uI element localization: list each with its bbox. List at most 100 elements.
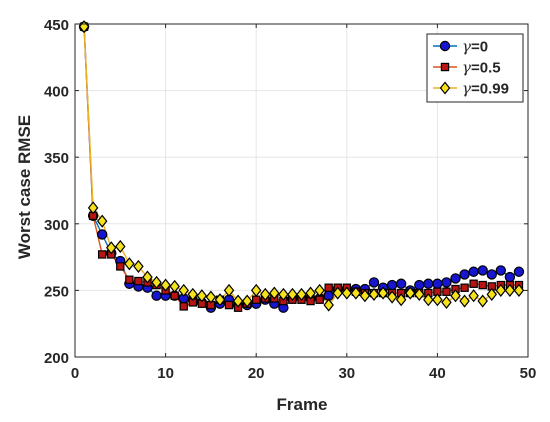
- data-point: [196, 289, 208, 303]
- data-point: [115, 239, 126, 254]
- data-point: [323, 298, 334, 312]
- y-tick-label: 400: [44, 84, 69, 101]
- data-point: [459, 294, 470, 308]
- data-point: [504, 271, 516, 283]
- data-point: [96, 229, 108, 240]
- data-point: [142, 270, 153, 284]
- data-point: [359, 289, 371, 303]
- x-tick-label: 30: [338, 365, 355, 382]
- legend-value: =0: [471, 39, 488, 56]
- data-point: [460, 283, 469, 292]
- legend-marker: [439, 40, 451, 52]
- data-point: [205, 290, 217, 304]
- x-tick-label: 10: [157, 365, 174, 382]
- data-point: [395, 293, 407, 307]
- data-point: [97, 250, 107, 259]
- data-point: [368, 277, 380, 288]
- data-point: [232, 294, 244, 308]
- tick-labels: 0 10 20 30 40 50 200 250 300 350 400 450: [44, 17, 536, 382]
- data-point: [423, 278, 434, 289]
- data-point: [395, 278, 407, 289]
- data-point: [133, 259, 144, 273]
- data-point: [404, 286, 416, 300]
- data-point: [315, 295, 324, 304]
- data-point: [87, 201, 99, 215]
- data-point: [116, 262, 125, 271]
- data-point: [250, 283, 262, 297]
- legend-label: γ=0.99: [462, 80, 509, 98]
- data-point: [468, 266, 479, 277]
- data-point: [105, 241, 117, 255]
- data-point: [386, 279, 398, 291]
- data-point: [477, 265, 488, 276]
- data-point: [504, 283, 516, 297]
- data-point: [450, 273, 461, 284]
- data-point: [495, 265, 507, 276]
- data-point: [377, 286, 389, 300]
- legend-symbol: γ: [462, 38, 471, 56]
- legend-entry-0: γ=0: [433, 38, 488, 56]
- y-axis-label: Worst case RMSE: [15, 115, 34, 259]
- data-point: [260, 287, 271, 301]
- data-point: [441, 295, 452, 309]
- data-point: [278, 287, 289, 301]
- data-point: [178, 283, 189, 297]
- legend-label: γ=0: [462, 38, 488, 56]
- y-tick-label: 350: [44, 150, 69, 167]
- y-tick-label: 450: [44, 17, 69, 34]
- data-point: [252, 295, 261, 304]
- legend: γ=0γ=0.5γ=0.99: [426, 33, 524, 103]
- y-tick-label: 200: [44, 350, 69, 367]
- legend-symbol: γ: [462, 80, 471, 98]
- data-point: [386, 290, 398, 304]
- markers-group: [78, 20, 525, 313]
- data-point: [423, 293, 434, 307]
- data-point: [477, 294, 488, 308]
- legend-marker: [440, 62, 450, 72]
- data-point: [214, 293, 226, 307]
- axes-box: [74, 23, 529, 358]
- data-point: [341, 286, 353, 300]
- data-point: [495, 283, 507, 297]
- data-point: [241, 294, 253, 308]
- data-point: [160, 278, 171, 292]
- data-point: [124, 257, 135, 271]
- legend-symbol: γ: [462, 59, 471, 77]
- x-axis-label: Frame: [276, 395, 327, 414]
- data-point: [151, 290, 162, 301]
- data-point: [170, 291, 179, 300]
- x-tick-label: 20: [248, 365, 265, 382]
- data-point: [459, 269, 470, 280]
- data-point: [442, 287, 451, 296]
- axes: [74, 23, 529, 358]
- data-point: [78, 20, 90, 34]
- data-point: [224, 300, 234, 310]
- legend-value: =0.5: [471, 60, 501, 77]
- data-point: [269, 286, 280, 300]
- data-point: [368, 287, 380, 301]
- data-point: [296, 287, 307, 301]
- data-point: [450, 289, 461, 303]
- legend-value: =0.99: [471, 81, 509, 98]
- x-tick-label: 40: [429, 365, 446, 382]
- data-point: [350, 286, 362, 300]
- data-point: [513, 266, 525, 277]
- legend-entry-1: γ=0.5: [433, 59, 501, 77]
- legend-label: γ=0.5: [462, 59, 501, 77]
- y-tick-label: 250: [44, 283, 69, 300]
- data-point: [486, 287, 498, 301]
- legend-entry-2: γ=0.99: [433, 80, 509, 98]
- data-point: [469, 279, 478, 288]
- data-point: [287, 287, 298, 301]
- data-point: [314, 283, 325, 297]
- data-point: [134, 276, 143, 286]
- data-point: [125, 275, 134, 284]
- data-point: [179, 302, 188, 311]
- data-point: [486, 269, 497, 280]
- legend-marker: [439, 81, 451, 95]
- x-tick-label: 0: [71, 365, 79, 382]
- data-point: [468, 289, 479, 303]
- data-point: [305, 286, 316, 300]
